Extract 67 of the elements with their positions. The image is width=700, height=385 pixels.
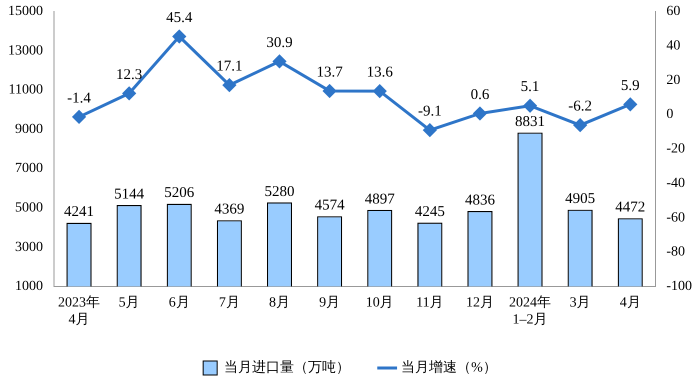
point	[574, 118, 587, 132]
y2-tick-label: -20	[666, 142, 686, 157]
legend-label: 当月增速（%）	[401, 360, 497, 376]
y2-tick-label: -40	[666, 176, 686, 191]
x-tick-label: 8月	[269, 295, 290, 310]
point	[172, 30, 186, 43]
x-tick-label: 2024年 1–2月	[509, 294, 552, 328]
data-label: 4905	[565, 191, 596, 208]
y2-tick-label: -60	[666, 210, 686, 226]
y-tick-label: 9000	[15, 122, 43, 137]
y-tick-label: 13000	[8, 43, 43, 58]
data-label: 8831	[515, 114, 546, 130]
data-label: 5144	[114, 186, 145, 202]
y2-tick-label: -80	[666, 244, 686, 260]
x-tick-label: 2023年 4月	[58, 294, 100, 328]
point	[624, 98, 637, 111]
point	[72, 110, 86, 124]
x-tick-label: 11月	[416, 295, 444, 310]
point	[473, 106, 486, 120]
data-label: 13.7	[316, 64, 344, 80]
y2-tick-label: 0	[666, 107, 674, 122]
data-label: 17.1	[216, 58, 243, 75]
point	[273, 54, 286, 68]
y-tick-label: 5000	[15, 200, 43, 216]
x-tick-label: 3月	[570, 295, 591, 310]
point	[323, 84, 336, 98]
point	[524, 99, 537, 112]
y2-tick-label: 60	[666, 4, 680, 20]
y-tick-label: 11000	[8, 82, 43, 98]
x-tick-label: 7月	[218, 295, 240, 310]
y2-tick-label: 20	[666, 72, 680, 88]
y-tick-label: 1000	[15, 279, 43, 294]
x-tick-label: 5月	[118, 295, 140, 310]
data-label: 5.1	[520, 79, 540, 96]
x-tick-label: 12月	[466, 295, 494, 310]
y-tick-label: 15000	[8, 4, 43, 20]
data-label: 4369	[214, 202, 244, 218]
y2-tick-label: 40	[666, 38, 680, 54]
data-label: -9.1	[418, 104, 442, 120]
data-label: 4472	[615, 200, 646, 216]
data-label: 5206	[164, 185, 195, 202]
data-label: 13.6	[366, 64, 394, 81]
y-tick-label: 7000	[15, 161, 43, 176]
data-label: 12.3	[116, 66, 142, 83]
data-label: 4245	[414, 204, 445, 220]
data-label: 45.4	[166, 10, 193, 26]
data-label: 30.9	[266, 34, 293, 51]
data-label: -1.4	[67, 90, 92, 106]
point	[222, 78, 236, 92]
x-tick-label: 6月	[168, 295, 190, 310]
data-label: -6.2	[568, 98, 592, 115]
data-label: 4574	[314, 198, 346, 214]
point	[373, 84, 386, 98]
data-label: 4241	[64, 204, 94, 220]
data-label: 4897	[364, 191, 396, 208]
x-tick-label: 9月	[319, 295, 340, 310]
data-label: 4836	[464, 192, 496, 208]
x-tick-label: 4月	[620, 295, 641, 310]
legend-label: 当月进口量（万吨）	[224, 360, 350, 376]
point	[122, 86, 136, 100]
x-tick-label: 10月	[366, 295, 394, 310]
data-label: 5.9	[620, 78, 640, 94]
y2-tick-label: -100	[666, 279, 692, 294]
data-label: 5280	[264, 184, 294, 200]
y-tick-label: 3000	[15, 240, 43, 255]
data-label: 0.6	[470, 86, 490, 103]
point	[423, 124, 436, 137]
